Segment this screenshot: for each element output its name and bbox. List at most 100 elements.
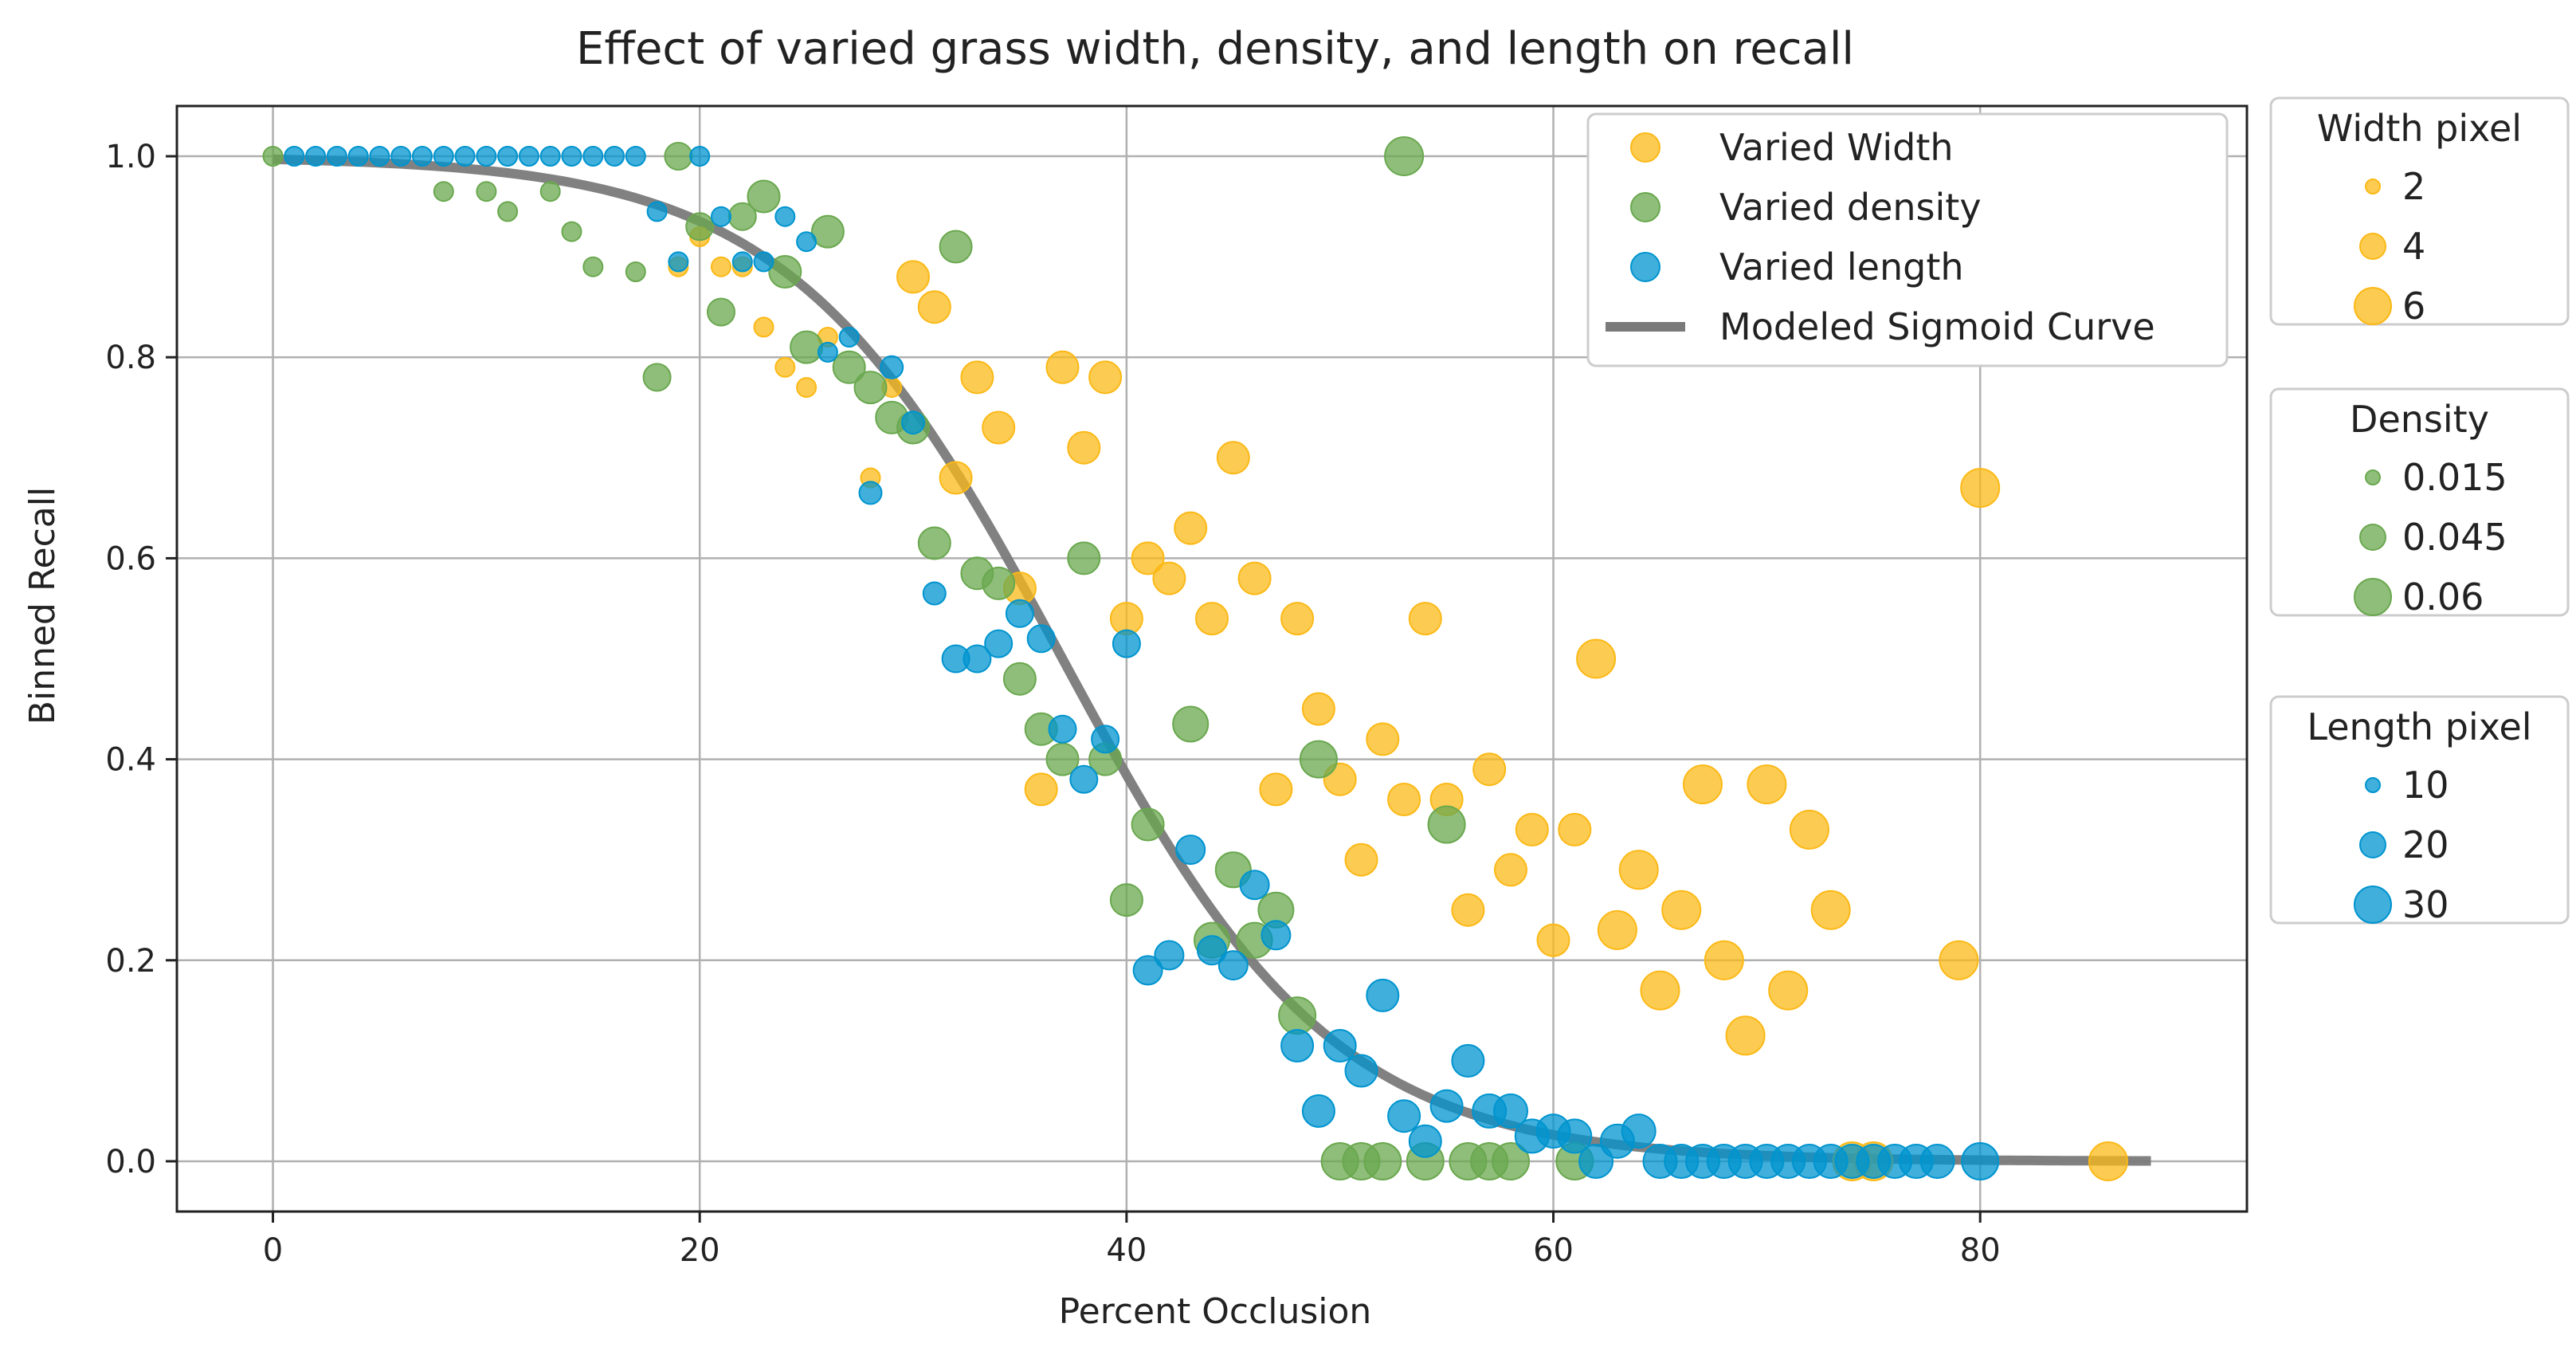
point-length: [582, 146, 604, 167]
point-length: [963, 644, 992, 674]
point-density: [1299, 740, 1338, 779]
point-length: [369, 146, 390, 167]
point-length: [711, 206, 731, 227]
point-width: [960, 360, 994, 395]
size-legend-marker: [2365, 469, 2381, 485]
point-length: [433, 146, 454, 167]
point-length: [1344, 1054, 1378, 1088]
size-legend-title: Width pixel: [2317, 107, 2522, 150]
point-length: [1048, 714, 1077, 744]
point-width: [1810, 890, 1851, 930]
point-density: [1172, 705, 1210, 743]
size-legend-label: 0.015: [2402, 456, 2507, 499]
x-tick-label: 60: [1533, 1232, 1574, 1269]
point-length: [518, 146, 539, 167]
point-length: [390, 146, 412, 167]
point-length: [1217, 950, 1249, 981]
size-legend-box: [2269, 387, 2570, 617]
axis-ticks: 0 20 40 60 80 0.0 0.2 0.4 0.6 0.8 1.0: [105, 139, 2000, 1269]
data-points-layer: [262, 136, 2128, 1181]
point-length: [796, 231, 817, 253]
point-density: [625, 261, 646, 282]
point-length: [561, 146, 582, 167]
point-width: [1515, 812, 1549, 846]
point-length: [1451, 1043, 1485, 1078]
y-tick-label: 0.8: [105, 340, 156, 376]
x-axis-title: Percent Occlusion: [1059, 1291, 1372, 1332]
point-length: [1091, 725, 1120, 754]
point-width: [982, 410, 1016, 445]
point-length: [880, 355, 904, 379]
y-tick-label: 0.2: [105, 943, 156, 980]
point-density: [1109, 883, 1143, 917]
point-density: [939, 230, 973, 264]
point-density: [642, 363, 672, 392]
point-length: [1005, 599, 1034, 628]
point-density: [1131, 807, 1165, 842]
point-length: [1026, 624, 1056, 654]
point-density: [1363, 1142, 1402, 1180]
point-width: [1451, 893, 1485, 927]
main-legend-box: [1586, 112, 2229, 367]
legend-label: Varied density: [1719, 186, 1982, 229]
point-length: [305, 146, 327, 167]
size-legend-label: 10: [2402, 764, 2449, 807]
point-length: [476, 146, 497, 167]
point-density: [747, 179, 781, 214]
point-density: [476, 181, 497, 202]
point-width: [1216, 441, 1250, 475]
point-width: [1472, 752, 1507, 787]
point-width: [1576, 638, 1617, 679]
size-legend-length: Length pixel 10 20 30: [2269, 695, 2570, 926]
point-density: [685, 212, 715, 242]
point-length: [1429, 1089, 1464, 1123]
point-length: [1154, 940, 1185, 971]
size-legend-marker: [2354, 287, 2392, 325]
size-legend-label: 2: [2402, 165, 2425, 208]
chart-title: Effect of varied grass width, density, a…: [576, 23, 1854, 75]
point-width: [1174, 511, 1208, 545]
y-tick-label: 1.0: [105, 139, 156, 175]
point-length: [347, 146, 369, 167]
point-length: [817, 341, 838, 363]
point-density: [810, 214, 845, 249]
point-width: [711, 256, 731, 277]
size-legend-label: 0.06: [2402, 575, 2484, 619]
point-width: [1259, 772, 1293, 807]
point-length: [646, 201, 668, 222]
point-length: [497, 146, 519, 167]
point-length: [731, 251, 753, 273]
point-length: [753, 251, 774, 273]
point-length: [454, 146, 476, 167]
size-legend-label: 30: [2402, 883, 2449, 926]
y-tick-label: 0.6: [105, 540, 156, 577]
point-width: [1536, 923, 1570, 957]
size-legend-label: 4: [2402, 225, 2425, 268]
point-width: [1683, 764, 1723, 805]
size-legend-width: Width pixel 2 4 6: [2269, 96, 2570, 328]
point-width: [1301, 692, 1335, 726]
legend-label: Varied length: [1719, 245, 1964, 289]
point-length: [1280, 1029, 1315, 1062]
point-length: [326, 146, 347, 167]
point-width: [939, 461, 973, 495]
point-density: [497, 201, 519, 222]
point-width: [1344, 842, 1378, 877]
legend-marker-density: [1630, 192, 1660, 222]
x-tick-label: 0: [263, 1232, 283, 1269]
point-width: [774, 356, 796, 378]
point-length: [984, 629, 1014, 658]
point-length: [901, 410, 925, 435]
point-length: [1919, 1144, 1955, 1179]
main-legend: Varied Width Varied density Varied length M…: [1586, 112, 2229, 367]
size-legend-title: Length pixel: [2307, 705, 2531, 748]
point-width: [2088, 1141, 2128, 1181]
point-length: [625, 146, 646, 167]
point-width: [1067, 430, 1101, 465]
point-density: [262, 146, 284, 167]
legend-marker-width: [1630, 132, 1660, 163]
size-legend-label: 6: [2402, 285, 2425, 328]
point-density: [1278, 996, 1317, 1035]
point-width: [1704, 940, 1744, 980]
